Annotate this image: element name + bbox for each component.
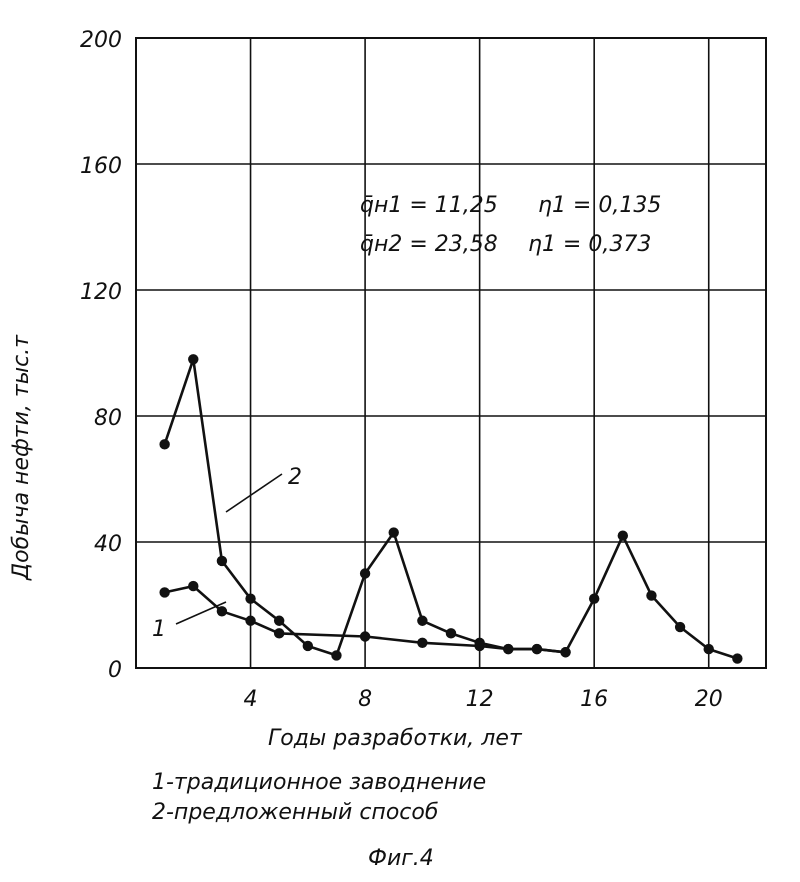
figure-caption: Фиг.4 <box>368 846 434 871</box>
data-point-1 <box>417 638 427 648</box>
series-points <box>159 354 742 664</box>
data-point-1 <box>360 631 370 641</box>
y-tick-label: 0 <box>108 658 122 683</box>
data-point-2 <box>217 556 227 566</box>
legend-item-2: 2-предложенный способ <box>152 800 438 825</box>
data-point-2 <box>704 644 714 654</box>
y-tick-label: 200 <box>80 28 122 53</box>
series-leaders <box>176 474 282 624</box>
data-point-1 <box>274 628 284 638</box>
data-point-2 <box>560 647 570 657</box>
data-point-2 <box>417 616 427 626</box>
data-point-2 <box>188 354 198 364</box>
data-point-1 <box>217 606 227 616</box>
data-point-2 <box>245 594 255 604</box>
data-point-1 <box>245 616 255 626</box>
y-tick-label: 160 <box>80 154 122 179</box>
annotation-eta2: η1 = 0,373 <box>528 232 651 257</box>
data-point-2 <box>532 644 542 654</box>
annotation-qn2: q̄н2 = 23,58 <box>360 232 498 257</box>
data-point-2 <box>159 439 169 449</box>
y-tick-label: 120 <box>80 280 122 305</box>
y-tick-label: 40 <box>94 532 122 557</box>
data-point-2 <box>503 644 513 654</box>
x-tick-label: 20 <box>695 687 723 712</box>
annotation-qn1: q̄н1 = 11,25 <box>360 193 498 218</box>
data-point-1 <box>159 587 169 597</box>
data-point-2 <box>274 616 284 626</box>
data-point-2 <box>732 653 742 663</box>
x-tick-labels: 4 8 12 16 20 <box>244 687 723 712</box>
y-tick-label: 80 <box>94 406 122 431</box>
series-1-label: 1 <box>152 617 166 642</box>
data-point-2 <box>446 628 456 638</box>
x-tick-label: 4 <box>244 687 258 712</box>
data-point-1 <box>188 581 198 591</box>
series-2-label: 2 <box>288 465 302 490</box>
data-point-2 <box>360 568 370 578</box>
series-2-leader <box>226 474 282 512</box>
x-tick-label: 8 <box>358 687 372 712</box>
data-point-2 <box>474 638 484 648</box>
x-tick-label: 12 <box>466 687 494 712</box>
data-point-2 <box>646 590 656 600</box>
data-point-2 <box>389 527 399 537</box>
data-point-2 <box>303 641 313 651</box>
legend-item-1: 1-традиционное заводнение <box>152 770 486 795</box>
data-point-2 <box>618 531 628 541</box>
y-axis-label: Добыча нефти, тыс.т <box>9 334 34 581</box>
data-point-2 <box>589 594 599 604</box>
annotation-eta1: η1 = 0,135 <box>538 193 661 218</box>
y-tick-labels: 0 40 80 120 160 200 <box>80 28 122 683</box>
data-point-2 <box>331 650 341 660</box>
x-tick-label: 16 <box>580 687 608 712</box>
x-axis-label: Годы разработки, лет <box>268 726 523 751</box>
data-point-2 <box>675 622 685 632</box>
